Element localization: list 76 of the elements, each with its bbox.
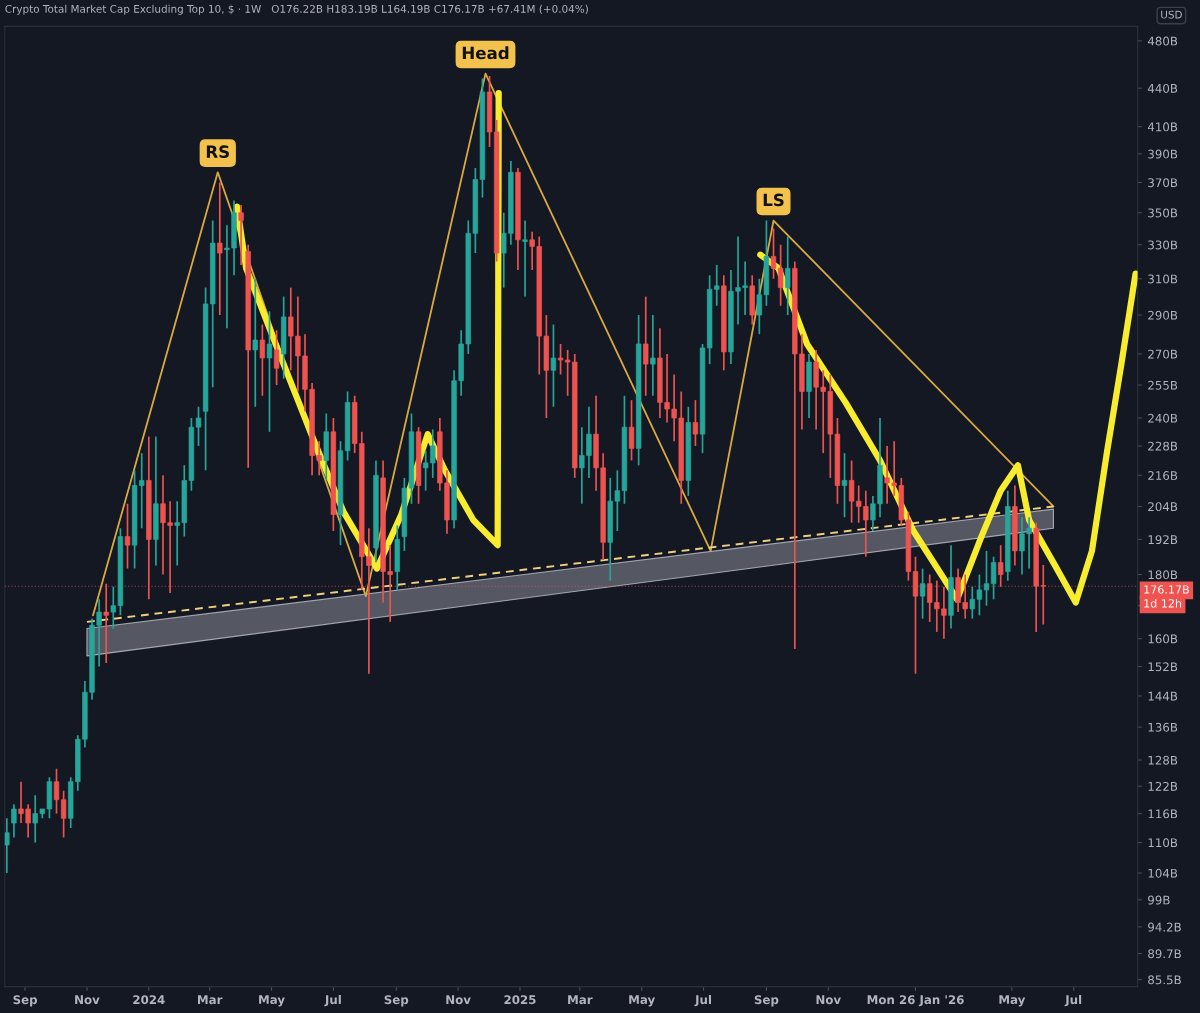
y-tick-label: 370B [1148, 178, 1178, 188]
candlestick [643, 295, 649, 397]
candlestick [650, 314, 656, 397]
y-tick-label: 440B [1147, 83, 1178, 93]
candlestick [983, 550, 990, 607]
y-tick-label: 85.5B [1148, 975, 1181, 985]
annotation: RS [206, 145, 229, 158]
y-tick-label: 290B [1148, 310, 1178, 320]
y-tick-label: 104B [1148, 868, 1178, 878]
y-tick-label: 180B [1148, 570, 1178, 580]
x-tick-label: Sep [754, 995, 779, 1007]
candlestick [919, 567, 926, 620]
candlestick [273, 329, 280, 386]
y-tick-label: 99B [1148, 895, 1170, 905]
x-tick-label: Mon 26 Jan '26 [867, 995, 964, 1007]
y-tick-label: 410B [1147, 122, 1178, 132]
candlestick [238, 204, 244, 266]
x-tick-label: May [999, 995, 1026, 1007]
y-tick-label: 350B [1148, 208, 1178, 218]
x-tick-label: May [629, 995, 655, 1007]
y-tick-label: 122B [1148, 781, 1178, 791]
y-tick-label: 128B [1148, 755, 1178, 765]
y-tick-label: 144B [1148, 691, 1178, 701]
x-tick-label: Mar [568, 995, 593, 1005]
x-tick-label: Jul [324, 995, 341, 1007]
candlestick [785, 235, 791, 316]
x-tick-label: Nov [816, 995, 841, 1005]
chart-title: Crypto Total Market Cap Excluding Top 10, $ · 1W O176.22B H183.19B L164.19B C176.17B +67.41M (+0.04%) [5, 4, 588, 15]
y-tick-label: 330B [1148, 240, 1178, 250]
y-tick-label: 94.2B [1148, 922, 1181, 932]
candlestick [124, 502, 131, 570]
y-tick-label: 192B [1148, 535, 1178, 545]
candlestick [4, 817, 10, 874]
x-tick-label: 2024 [133, 995, 165, 1005]
y-tick-label: 89.7B [1148, 949, 1181, 959]
candlestick [217, 181, 223, 316]
x-tick-label: Nov [446, 995, 471, 1005]
x-tick-label: Jul [1064, 995, 1082, 1007]
y-tick-label: 216B [1148, 471, 1178, 481]
annotation: LS [763, 193, 784, 207]
y-tick-label: 228B [1148, 441, 1178, 451]
y-tick-label: 204B [1148, 502, 1178, 512]
y-tick-label: 240B [1148, 413, 1178, 423]
candlestick [266, 310, 273, 433]
y-tick-label: 152B [1148, 662, 1178, 672]
y-tick-label: 255B [1148, 380, 1178, 390]
candlestick [628, 399, 635, 462]
y-tick-label: 270B [1148, 349, 1178, 359]
candlestick [841, 452, 848, 519]
y-tick-label: 136B [1148, 722, 1178, 732]
x-tick-label: 2025 [504, 995, 536, 1005]
y-tick-label: 390B [1148, 149, 1178, 159]
annotation: Head [462, 46, 509, 60]
y-tick-label: 116B [1148, 809, 1178, 819]
candlestick [195, 405, 202, 447]
candlestick [990, 555, 997, 601]
y-tick-label: 160B [1148, 634, 1178, 644]
x-tick-label: May [259, 995, 285, 1007]
text: USD [1161, 10, 1182, 19]
candlestick [550, 323, 557, 408]
y-tick-label: 110B [1148, 838, 1178, 848]
ref-line-label: 176.17B [1144, 585, 1189, 594]
x-tick-label: Mar [197, 995, 223, 1005]
x-tick-label: Sep [13, 995, 38, 1007]
candlestick [259, 323, 266, 397]
y-tick-label: 480B [1147, 36, 1178, 46]
line-series [92, 72, 1055, 617]
text: 1d 12h [1144, 598, 1182, 608]
x-tick-label: Sep [384, 995, 409, 1007]
candlestick [692, 399, 699, 447]
y-tick-label: 310B [1148, 274, 1178, 284]
x-tick-label: Jul [694, 995, 711, 1007]
x-tick-label: Nov [75, 995, 100, 1005]
candlestick [252, 277, 258, 408]
candlestick [522, 219, 528, 298]
candlestick [11, 803, 17, 839]
